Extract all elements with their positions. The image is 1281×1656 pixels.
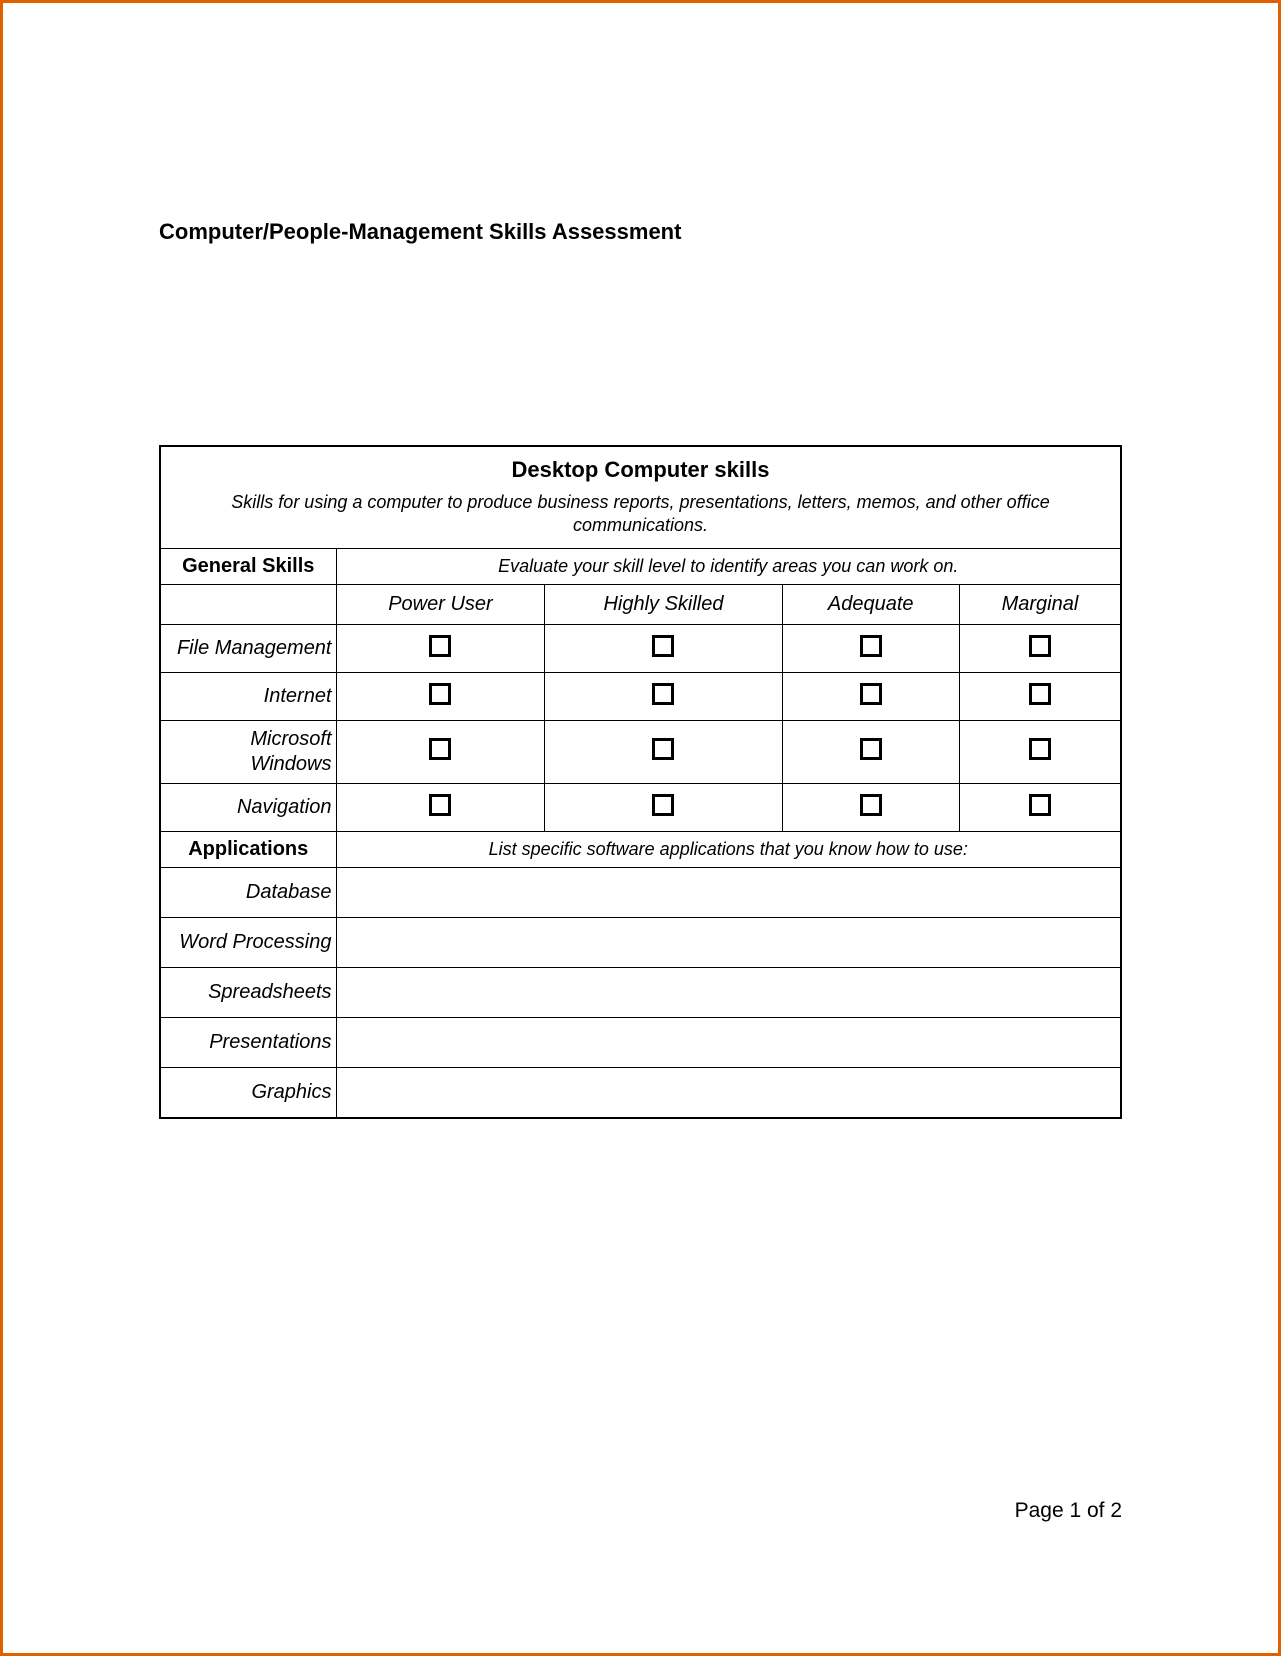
- column-header-highly-skilled: Highly Skilled: [545, 584, 782, 624]
- checkbox-icon[interactable]: [1029, 635, 1051, 657]
- applications-instruction: List specific software applications that…: [336, 831, 1121, 867]
- skill-label-file-management: File Management: [160, 624, 336, 672]
- app-label-spreadsheets: Spreadsheets: [160, 967, 336, 1017]
- checkbox-cell: [336, 720, 545, 783]
- checkbox-icon[interactable]: [1029, 738, 1051, 760]
- checkbox-cell: [336, 624, 545, 672]
- column-header-marginal: Marginal: [959, 584, 1121, 624]
- app-input-presentations[interactable]: [336, 1017, 1121, 1067]
- app-input-database[interactable]: [336, 867, 1121, 917]
- checkbox-cell: [782, 624, 959, 672]
- checkbox-icon[interactable]: [652, 738, 674, 760]
- section-title: Desktop Computer skills: [160, 446, 1121, 487]
- skills-assessment-table: Desktop Computer skills Skills for using…: [159, 445, 1122, 1119]
- app-input-graphics[interactable]: [336, 1067, 1121, 1118]
- checkbox-cell: [545, 624, 782, 672]
- checkbox-cell: [959, 783, 1121, 831]
- checkbox-icon[interactable]: [860, 738, 882, 760]
- application-row: Spreadsheets: [160, 967, 1121, 1017]
- empty-header-cell: [160, 584, 336, 624]
- skill-row: File Management: [160, 624, 1121, 672]
- app-label-graphics: Graphics: [160, 1067, 336, 1118]
- document-page: Computer/People-Management Skills Assess…: [3, 3, 1278, 1119]
- application-row: Graphics: [160, 1067, 1121, 1118]
- application-row: Database: [160, 867, 1121, 917]
- skill-label-microsoft-windows: Microsoft Windows: [160, 720, 336, 783]
- app-input-spreadsheets[interactable]: [336, 967, 1121, 1017]
- checkbox-icon[interactable]: [860, 683, 882, 705]
- checkbox-icon[interactable]: [860, 635, 882, 657]
- application-row: Presentations: [160, 1017, 1121, 1067]
- checkbox-cell: [545, 720, 782, 783]
- checkbox-cell: [336, 672, 545, 720]
- app-input-word-processing[interactable]: [336, 917, 1121, 967]
- checkbox-icon[interactable]: [652, 683, 674, 705]
- section-subtitle: Skills for using a computer to produce b…: [160, 487, 1121, 548]
- checkbox-icon[interactable]: [652, 635, 674, 657]
- checkbox-icon[interactable]: [860, 794, 882, 816]
- checkbox-cell: [782, 672, 959, 720]
- checkbox-icon[interactable]: [652, 794, 674, 816]
- skill-label-navigation: Navigation: [160, 783, 336, 831]
- checkbox-cell: [336, 783, 545, 831]
- checkbox-icon[interactable]: [1029, 794, 1051, 816]
- page-number: Page 1 of 2: [1015, 1499, 1122, 1523]
- app-label-database: Database: [160, 867, 336, 917]
- checkbox-cell: [545, 783, 782, 831]
- column-header-adequate: Adequate: [782, 584, 959, 624]
- skill-row: Internet: [160, 672, 1121, 720]
- column-header-power-user: Power User: [336, 584, 545, 624]
- skill-row: Microsoft Windows: [160, 720, 1121, 783]
- skill-row: Navigation: [160, 783, 1121, 831]
- checkbox-cell: [782, 720, 959, 783]
- checkbox-cell: [782, 783, 959, 831]
- checkbox-cell: [959, 624, 1121, 672]
- general-skills-label: General Skills: [160, 548, 336, 584]
- checkbox-icon[interactable]: [429, 683, 451, 705]
- checkbox-icon[interactable]: [429, 794, 451, 816]
- skill-label-internet: Internet: [160, 672, 336, 720]
- checkbox-cell: [959, 720, 1121, 783]
- checkbox-icon[interactable]: [429, 738, 451, 760]
- checkbox-cell: [959, 672, 1121, 720]
- checkbox-icon[interactable]: [429, 635, 451, 657]
- checkbox-icon[interactable]: [1029, 683, 1051, 705]
- applications-label: Applications: [160, 831, 336, 867]
- app-label-presentations: Presentations: [160, 1017, 336, 1067]
- app-label-word-processing: Word Processing: [160, 917, 336, 967]
- application-row: Word Processing: [160, 917, 1121, 967]
- document-title: Computer/People-Management Skills Assess…: [159, 219, 1122, 245]
- checkbox-cell: [545, 672, 782, 720]
- general-skills-instruction: Evaluate your skill level to identify ar…: [336, 548, 1121, 584]
